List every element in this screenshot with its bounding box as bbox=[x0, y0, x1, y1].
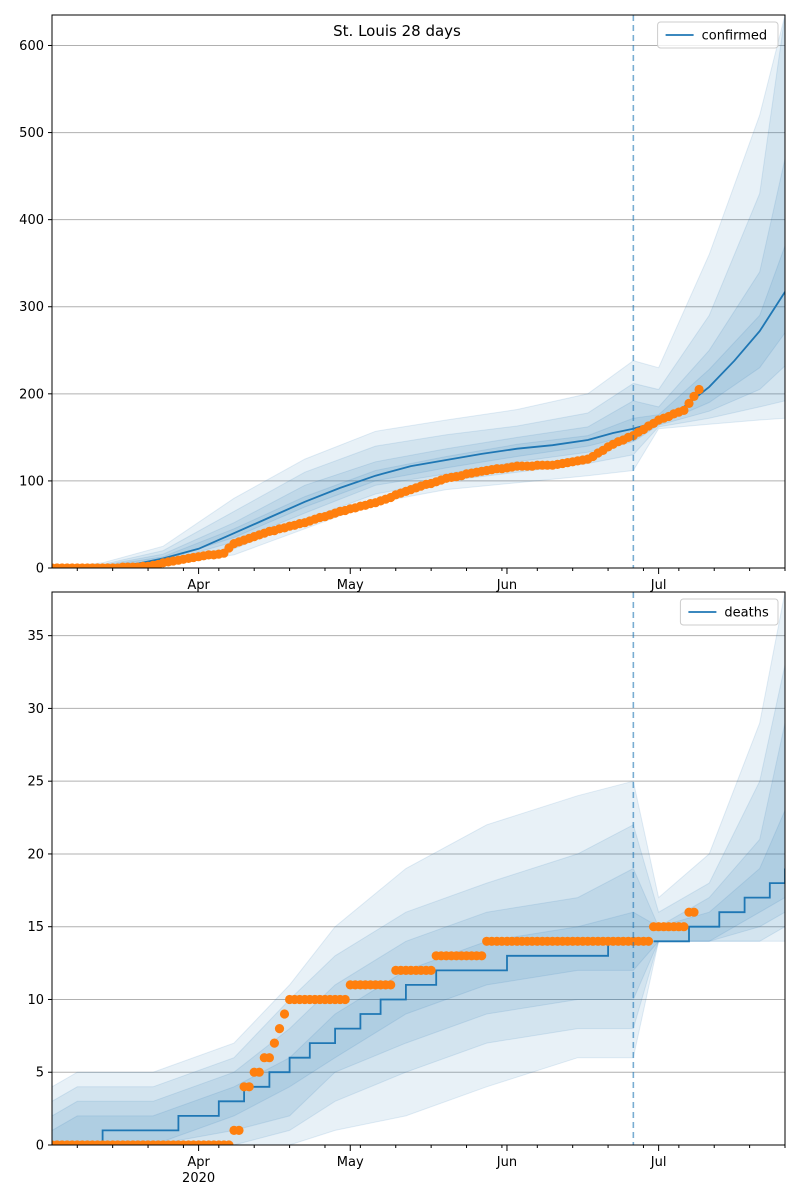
x-tick-label: Apr bbox=[187, 578, 210, 593]
observed-point bbox=[679, 922, 689, 932]
observed-point bbox=[254, 1067, 264, 1077]
y-tick-label: 0 bbox=[36, 1139, 44, 1154]
observed-point bbox=[477, 951, 487, 961]
legend-label: deaths bbox=[724, 606, 769, 621]
y-tick-label: 600 bbox=[19, 39, 44, 54]
x-tick-label: Jul bbox=[650, 1155, 667, 1170]
legend-box bbox=[657, 21, 779, 49]
y-tick-label: 30 bbox=[27, 702, 44, 717]
observed-point bbox=[224, 1140, 234, 1145]
legend-box bbox=[679, 598, 779, 626]
y-tick-label: 15 bbox=[27, 920, 44, 935]
observed-point bbox=[244, 1082, 254, 1092]
plot-frame bbox=[51, 14, 786, 569]
observed-point bbox=[386, 980, 396, 990]
model-line-forecast bbox=[653, 868, 785, 943]
x-tick-label: Jun bbox=[496, 1155, 517, 1170]
model-line-fit bbox=[52, 427, 634, 568]
x-tick-label: May bbox=[337, 1155, 364, 1170]
uncertainty-band-4 bbox=[52, 810, 785, 1145]
observed-point bbox=[684, 398, 694, 408]
uncertainty-band-3 bbox=[52, 158, 785, 568]
observed-point bbox=[689, 391, 699, 401]
y-tick-label: 20 bbox=[27, 847, 44, 862]
x-tick-label: Jul bbox=[650, 578, 667, 593]
y-tick-label: 35 bbox=[27, 629, 44, 644]
y-tick-label: 400 bbox=[19, 213, 44, 228]
observed-point bbox=[689, 907, 699, 917]
y-tick-label: 5 bbox=[36, 1066, 44, 1081]
uncertainty-band-4 bbox=[52, 245, 785, 568]
y-tick-label: 300 bbox=[19, 300, 44, 315]
observed-point bbox=[279, 1009, 290, 1019]
legend-label: confirmed bbox=[702, 29, 768, 44]
y-tick-label: 100 bbox=[19, 474, 44, 489]
uncertainty-band-2 bbox=[52, 664, 785, 1145]
observed-point bbox=[694, 384, 704, 395]
observed-point bbox=[340, 994, 350, 1005]
x-tick-label: Apr bbox=[187, 1155, 210, 1170]
observed-point bbox=[269, 1038, 279, 1048]
observed-point bbox=[679, 405, 689, 415]
y-tick-label: 0 bbox=[36, 562, 44, 577]
observed-point bbox=[643, 936, 654, 946]
model-line-fit bbox=[52, 941, 609, 1145]
x-tick-sublabel: 2020 bbox=[182, 1171, 215, 1186]
y-tick-label: 25 bbox=[27, 775, 44, 790]
uncertainty-band-1 bbox=[52, 592, 785, 1145]
x-tick-label: May bbox=[337, 578, 364, 593]
y-tick-label: 10 bbox=[27, 993, 44, 1008]
observed-point bbox=[234, 1125, 244, 1135]
y-tick-label: 200 bbox=[19, 387, 44, 402]
confirmed-panel: 0 100 200 300 400 500 600 Apr May Jun Jul confirmed bbox=[19, 14, 786, 593]
plot-area bbox=[52, 15, 785, 568]
x-tick-label: Jun bbox=[496, 578, 517, 593]
plot-area bbox=[52, 592, 785, 1145]
figure-title: St. Louis 28 days bbox=[333, 22, 461, 40]
observed-point bbox=[264, 1053, 274, 1063]
observed-point bbox=[274, 1024, 285, 1034]
plot-frame bbox=[51, 591, 786, 1146]
y-tick-label: 500 bbox=[19, 126, 44, 141]
observed-point bbox=[426, 965, 436, 976]
